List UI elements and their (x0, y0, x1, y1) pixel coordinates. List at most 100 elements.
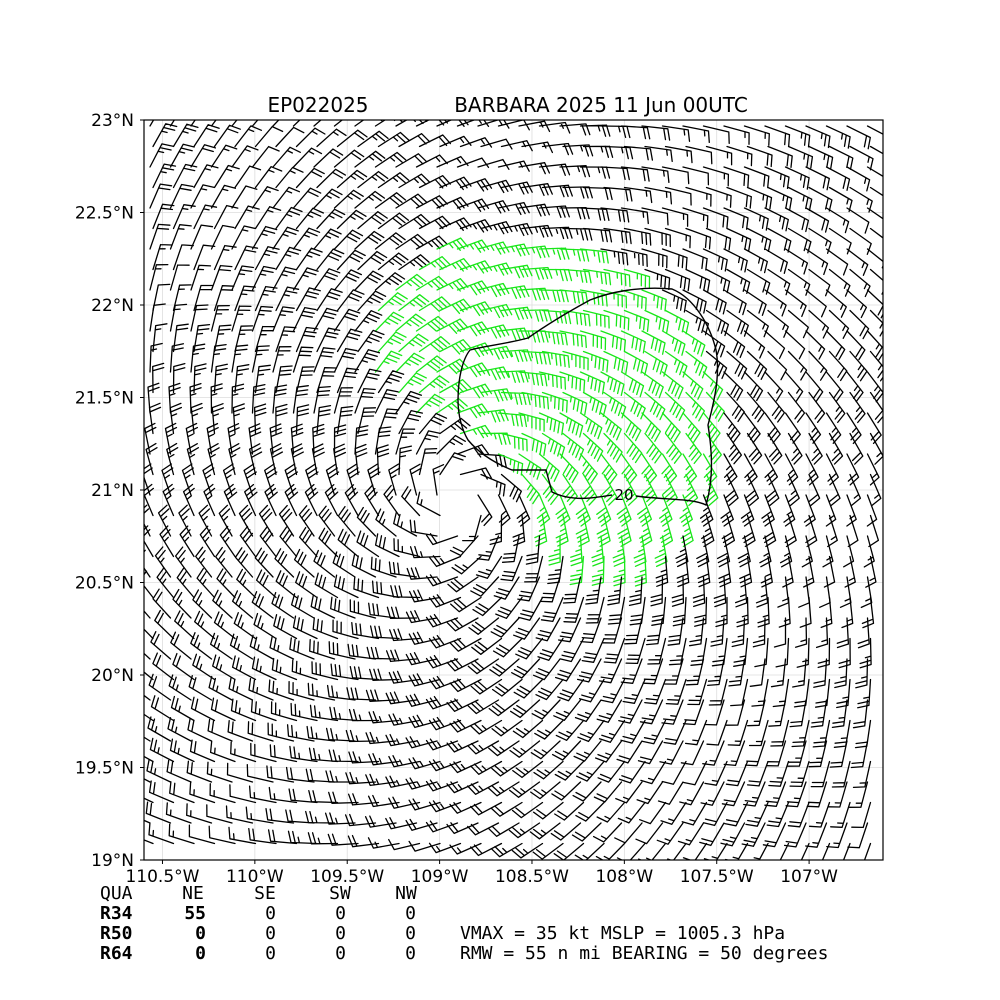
wind-barb (316, 168, 347, 189)
wind-barb (377, 172, 410, 189)
wind-barb (195, 546, 213, 578)
wind-barb (538, 247, 570, 260)
wind-barb (365, 773, 397, 787)
wind-barb (576, 760, 605, 782)
wind-barb (541, 268, 573, 282)
wind-barb (551, 740, 582, 761)
wind-barb (436, 434, 466, 455)
wind-barb (145, 801, 172, 824)
wind-barb (374, 350, 403, 373)
wind-barb (516, 494, 531, 527)
wind-barb (600, 678, 626, 704)
wind-barb (515, 637, 544, 660)
wind-barb (370, 556, 397, 578)
wind-barb (425, 820, 459, 833)
y-tick-label: 22.5°N (75, 204, 134, 224)
wind-barb (272, 306, 295, 332)
wind-barb (251, 186, 279, 209)
wind-barb (559, 207, 590, 220)
wind-barb (470, 719, 503, 735)
wind-barb (210, 264, 233, 291)
wind-barb (272, 266, 298, 291)
wind-barb (273, 614, 298, 640)
wind-barb (168, 382, 181, 414)
wind-barb (491, 678, 523, 697)
wind-barb (292, 187, 322, 209)
wind-barb (348, 708, 380, 722)
wind-barb (347, 643, 377, 660)
wind-barb (367, 837, 400, 849)
wind-barb (377, 131, 410, 148)
wind-barb (825, 330, 846, 361)
wind-barb (532, 658, 561, 681)
wind-barb (374, 272, 406, 291)
wind-barb (388, 838, 421, 851)
wind-barb (796, 637, 810, 668)
wind-barb (828, 145, 854, 170)
wind-barb (275, 403, 288, 435)
wind-barb (684, 719, 708, 746)
wind-barb (685, 145, 713, 165)
wind-barb (569, 555, 585, 586)
wind-barb (189, 739, 216, 763)
wind-barb (428, 842, 462, 854)
wind-barb (600, 412, 622, 441)
row-r64-label: R64 (100, 943, 133, 964)
wind-barb (275, 326, 297, 353)
wind-barb (641, 289, 667, 312)
wind-barb (557, 617, 582, 643)
wind-barb (710, 617, 725, 647)
wind-barb (213, 363, 228, 394)
wind-barb (385, 775, 418, 788)
wind-barb (591, 535, 605, 567)
wind-barb (825, 207, 850, 234)
wind-barb (428, 634, 462, 649)
wind-barb (377, 292, 408, 312)
wind-barb (644, 309, 670, 334)
wind-barb (456, 198, 490, 212)
wind-barb (230, 698, 257, 722)
wind-barb (234, 205, 260, 230)
wind-barb (210, 383, 223, 414)
wind-barb (439, 217, 472, 231)
wind-barb (702, 207, 729, 229)
wind-barb (538, 453, 560, 482)
wind-barb (456, 444, 490, 458)
wind-barb (456, 403, 490, 419)
wind-barb (215, 546, 233, 578)
wind-barb (231, 120, 238, 127)
wind-barb (554, 658, 582, 682)
wind-barb (172, 244, 194, 271)
wind-barb (144, 736, 151, 742)
wind-barb (579, 124, 611, 137)
wind-barb (354, 443, 368, 476)
wind-barb (449, 535, 479, 557)
wind-barb (754, 637, 769, 668)
wind-barb (680, 740, 705, 766)
wind-barb (357, 329, 385, 353)
wind-barb (255, 569, 277, 599)
wind-barb (333, 269, 363, 291)
wind-barb (366, 646, 397, 660)
wind-barb (808, 391, 826, 423)
wind-barb (152, 362, 165, 394)
wind-barb (292, 267, 319, 291)
wind-barb (345, 771, 377, 785)
wind-barb (623, 227, 652, 246)
wind-barb (295, 287, 321, 312)
wind-barb (600, 166, 630, 181)
wind-barb (541, 226, 573, 240)
wind-barb (685, 186, 712, 207)
wind-barb (775, 637, 790, 668)
wind-barb (500, 264, 533, 279)
wind-barb (869, 268, 883, 295)
wind-barb (405, 777, 438, 790)
wind-barb (500, 391, 531, 406)
wind-barb (272, 346, 292, 373)
wind-barb (644, 227, 671, 248)
wind-barb (395, 390, 423, 414)
wind-barb (149, 342, 163, 373)
wind-barb (374, 533, 400, 558)
y-tick-label: 19.5°N (75, 759, 134, 779)
wind-barb (210, 224, 235, 250)
